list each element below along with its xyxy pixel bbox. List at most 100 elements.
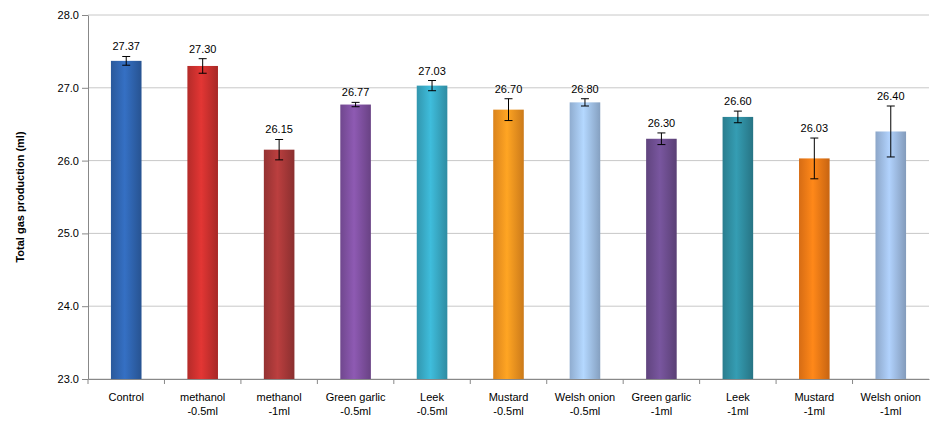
error-bar — [428, 81, 436, 91]
error-bar-line — [657, 144, 665, 145]
chart: 23.0 24.0 25.0 26.0 27.0 28.0 Control methanol-… — [0, 0, 939, 440]
bar — [723, 117, 754, 379]
x-tick: Leek-1ml — [700, 379, 751, 417]
x-tick: Welsh onion-1ml — [853, 379, 921, 417]
error-bar-line — [810, 138, 818, 139]
data-label: 26.30 — [648, 117, 676, 129]
x-tick-label: Welsh onion-1ml — [861, 391, 921, 417]
error-bar-line — [199, 58, 207, 59]
y-tick-label: 25.0 — [58, 227, 79, 239]
error-bar-line — [505, 120, 513, 121]
x-tick-mark — [623, 379, 624, 384]
bar — [340, 105, 371, 379]
y-tick-mark — [82, 379, 88, 380]
error-bar-line — [887, 106, 895, 107]
error-bar-line — [584, 99, 585, 106]
y-tick-mark — [82, 233, 88, 234]
error-bar-line — [887, 156, 895, 157]
y-tick-label: 24.0 — [58, 300, 79, 312]
y-tick: 23.0 — [58, 373, 88, 385]
x-tick: Welsh onion-0.5ml — [547, 379, 615, 417]
error-bar — [734, 111, 742, 123]
error-bar — [657, 133, 665, 145]
error-bar-line — [352, 106, 360, 107]
grid — [88, 15, 929, 379]
data-label: 26.60 — [724, 95, 752, 107]
y-tick: 28.0 — [58, 9, 88, 21]
y-tick-mark — [82, 15, 88, 16]
x-axis-line — [89, 379, 930, 380]
y-tick: 26.0 — [58, 155, 88, 167]
error-bar-line — [581, 98, 589, 99]
error-bar-line — [202, 59, 203, 74]
data-label: 26.80 — [571, 83, 599, 95]
x-tick: Mustard-0.5ml — [470, 379, 528, 417]
x-tick-label: Green garlic-0.5ml — [326, 391, 386, 417]
error-bar-line — [199, 73, 207, 74]
y-axis-title: Total gas production (ml) — [14, 131, 26, 263]
error-bar-line — [275, 159, 283, 160]
error-bar-line — [122, 56, 130, 57]
error-bar — [581, 99, 589, 106]
data-label: 26.03 — [801, 122, 829, 134]
error-bar — [199, 59, 207, 74]
bar — [187, 66, 218, 379]
bars — [111, 56, 906, 379]
error-bar-line — [581, 106, 589, 107]
grid-line — [88, 15, 929, 16]
x-tick: Mustard-1ml — [776, 379, 834, 417]
error-bar-line — [126, 56, 127, 65]
bar — [111, 61, 142, 379]
error-bar — [505, 99, 513, 121]
error-bar — [122, 56, 130, 65]
error-bar-line — [810, 178, 818, 179]
x-axis: Control methanol-0.5ml methanol-1ml Green g… — [88, 379, 930, 417]
x-tick-mark — [546, 379, 547, 384]
y-tick-mark — [82, 88, 88, 89]
bar — [799, 158, 830, 379]
x-tick-mark — [164, 379, 165, 384]
x-tick-mark — [393, 379, 394, 384]
data-label: 27.37 — [112, 40, 140, 52]
x-tick: Control — [88, 379, 144, 403]
y-tick: 27.0 — [58, 82, 88, 94]
y-axis: 23.0 24.0 25.0 26.0 27.0 28.0 — [58, 9, 89, 385]
x-tick: Green garlic-0.5ml — [317, 379, 386, 417]
error-bar-line — [661, 133, 662, 145]
bar — [417, 86, 448, 379]
y-tick-label: 27.0 — [58, 82, 79, 94]
x-tick-label: Welsh onion-0.5ml — [555, 391, 615, 417]
error-bar — [810, 138, 818, 179]
y-tick-mark — [82, 306, 88, 307]
error-bar-line — [814, 138, 815, 179]
error-bar — [352, 102, 360, 106]
x-tick-label: Leek-0.5ml — [417, 391, 448, 417]
data-label: 27.30 — [189, 43, 217, 55]
error-bar-line — [657, 132, 665, 133]
y-tick-label: 23.0 — [58, 373, 79, 385]
data-labels: 27.3727.3026.1526.7727.0326.7026.8026.30… — [112, 40, 904, 135]
x-tick-mark — [776, 379, 777, 384]
x-tick-label: Green garlic-1ml — [631, 391, 691, 417]
x-tick-mark — [470, 379, 471, 384]
data-label: 26.15 — [265, 123, 293, 135]
x-tick-mark — [699, 379, 700, 384]
bar — [264, 150, 295, 379]
error-bar-line — [355, 102, 356, 106]
x-tick-mark — [317, 379, 318, 384]
error-bar-line — [737, 111, 738, 123]
x-tick: methanol-1ml — [241, 379, 302, 417]
error-bar — [275, 139, 283, 159]
error-bar-line — [432, 81, 433, 91]
x-tick: Green garlic-1ml — [623, 379, 692, 417]
y-tick-mark — [82, 161, 88, 162]
error-bar-line — [734, 111, 742, 112]
x-tick-mark — [88, 379, 89, 384]
x-tick-mark — [852, 379, 853, 384]
error-bar-line — [122, 65, 130, 66]
bar — [646, 139, 677, 379]
x-tick-label: Mustard-0.5ml — [489, 391, 529, 417]
data-label: 26.40 — [877, 90, 905, 102]
error-bar-line — [279, 139, 280, 159]
x-tick: methanol-0.5ml — [164, 379, 225, 417]
